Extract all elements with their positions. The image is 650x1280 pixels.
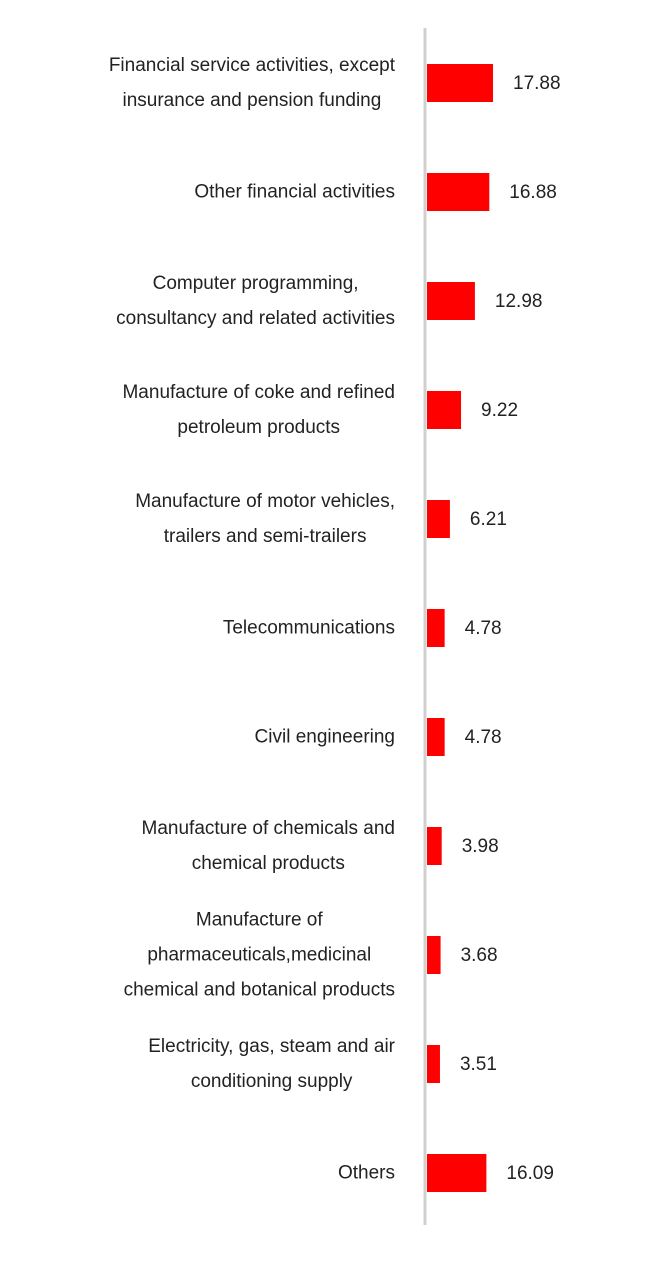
- category-label-wrap: Computer programming, consultancy and re…: [5, 266, 395, 336]
- bar: [427, 718, 445, 756]
- category-label-wrap: Telecommunications: [5, 611, 395, 646]
- bar: [427, 609, 445, 647]
- category-label: Civil engineering: [254, 726, 395, 748]
- bar: [427, 936, 441, 974]
- category-label: Manufacture of pharmaceuticals,medicinal…: [123, 909, 395, 1001]
- category-label: Telecommunications: [222, 617, 395, 639]
- value-label: 4.78: [465, 618, 502, 639]
- value-label: 16.88: [509, 182, 557, 203]
- category-label-wrap: Electricity, gas, steam and air conditio…: [5, 1029, 395, 1099]
- value-label: 3.98: [462, 836, 499, 857]
- value-label: 12.98: [495, 291, 543, 312]
- bar: [427, 500, 450, 538]
- category-label: Computer programming, consultancy and re…: [116, 273, 395, 329]
- value-label: 3.68: [461, 945, 498, 966]
- category-label: Electricity, gas, steam and air conditio…: [148, 1036, 395, 1092]
- category-label-wrap: Other financial activities: [5, 175, 395, 210]
- bar: [427, 1045, 440, 1083]
- value-label: 6.21: [470, 509, 507, 530]
- bar: [427, 391, 462, 429]
- value-label: 9.22: [481, 400, 518, 421]
- category-label: Manufacture of chemicals and chemical pr…: [141, 818, 395, 874]
- value-label: 3.51: [460, 1054, 497, 1075]
- bar: [427, 827, 442, 865]
- value-label: 16.09: [506, 1163, 554, 1184]
- bar: [427, 64, 493, 102]
- category-label-wrap: Financial service activities, except ins…: [5, 48, 395, 118]
- category-label-wrap: Manufacture of chemicals and chemical pr…: [5, 811, 395, 881]
- category-label: Financial service activities, except ins…: [108, 55, 395, 111]
- category-label-wrap: Manufacture of coke and refined petroleu…: [5, 375, 395, 445]
- category-label-wrap: Manufacture of pharmaceuticals,medicinal…: [5, 903, 395, 1008]
- bar: [427, 173, 490, 211]
- category-label-wrap: Manufacture of motor vehicles, trailers …: [5, 484, 395, 554]
- value-label: 4.78: [465, 727, 502, 748]
- bar: [427, 282, 475, 320]
- category-label: Manufacture of motor vehicles, trailers …: [135, 491, 395, 547]
- category-label: Other financial activities: [194, 181, 395, 203]
- category-label: Manufacture of coke and refined petroleu…: [122, 382, 395, 438]
- category-label-wrap: Civil engineering: [5, 720, 395, 755]
- category-label-wrap: Others: [5, 1156, 395, 1191]
- bar: [427, 1154, 487, 1192]
- value-label: 17.88: [513, 73, 561, 94]
- category-label: Others: [337, 1162, 395, 1184]
